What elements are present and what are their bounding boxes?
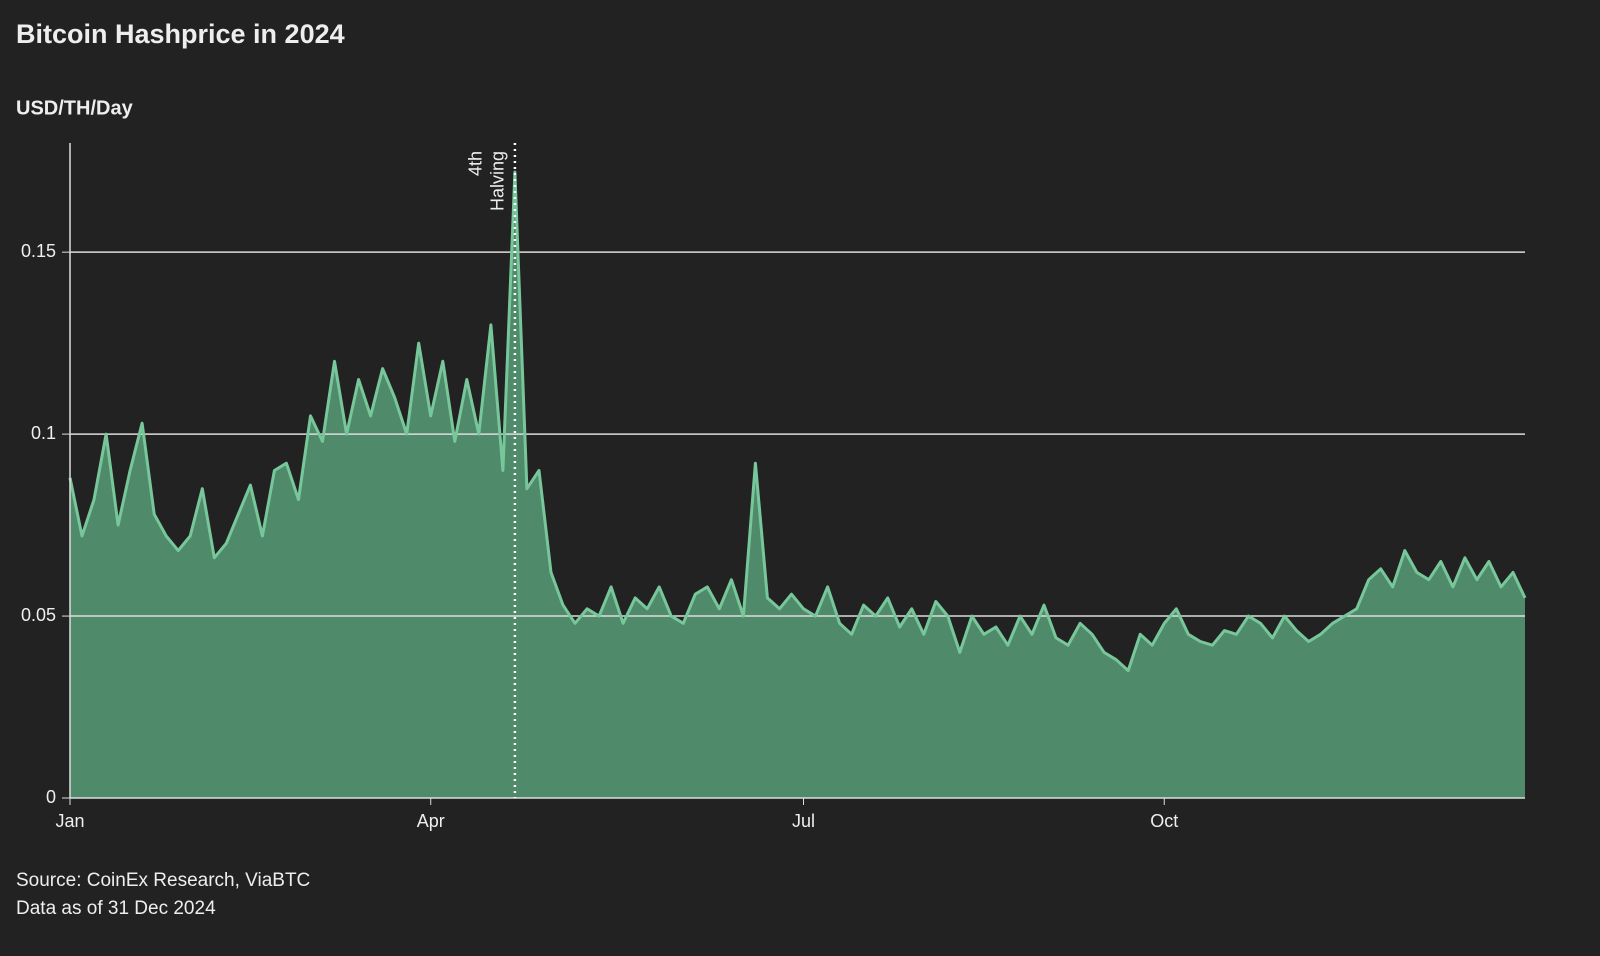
annotation: Halving bbox=[488, 151, 508, 211]
x-tick-label: Jan bbox=[55, 811, 84, 831]
y-axis-label: USD/TH/Day bbox=[16, 97, 134, 119]
x-tick-label: Jul bbox=[792, 811, 815, 831]
annotation: 4th bbox=[466, 151, 486, 176]
chart-title: Bitcoin Hashprice in 2024 bbox=[16, 19, 345, 49]
area bbox=[70, 172, 1525, 799]
x-tick-label: Apr bbox=[417, 811, 445, 831]
y-tick-label: 0 bbox=[46, 787, 56, 807]
y-tick-label: 0.15 bbox=[21, 241, 56, 261]
x-tick-label: Oct bbox=[1150, 811, 1178, 831]
y-tick-label: 0.05 bbox=[21, 605, 56, 625]
y-tick-label: 0.1 bbox=[31, 423, 56, 443]
source: Source: CoinEx Research, ViaBTC bbox=[16, 870, 310, 891]
source: Data as of 31 Dec 2024 bbox=[16, 898, 216, 919]
line bbox=[68, 170, 1527, 673]
